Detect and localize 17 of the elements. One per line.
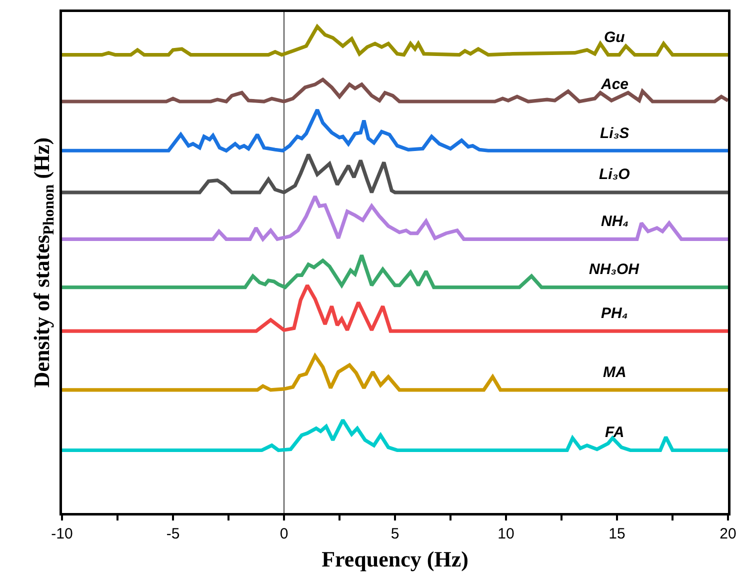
series-label: MA (603, 364, 626, 381)
x-tick-label: 10 (498, 526, 514, 542)
x-tick-label: 15 (608, 526, 626, 542)
series-label: Li₃O (599, 166, 630, 183)
series-label: FA (605, 424, 624, 441)
x-tick-label: -10 (51, 526, 73, 542)
x-axis-title: Frequency (Hz) (322, 546, 468, 572)
series-label: PH₄ (601, 305, 628, 322)
series-label: NH₄ (601, 213, 629, 230)
series-label: Gu (604, 29, 625, 46)
series-label: Li₃S (600, 125, 630, 142)
x-tick-label: 5 (390, 526, 400, 542)
x-tick-label: 0 (280, 526, 288, 542)
series-label: NH₃OH (589, 261, 640, 278)
x-tick-label: -5 (166, 526, 180, 542)
series-label: Ace (600, 76, 629, 93)
x-tick-label: 20 (720, 526, 736, 542)
